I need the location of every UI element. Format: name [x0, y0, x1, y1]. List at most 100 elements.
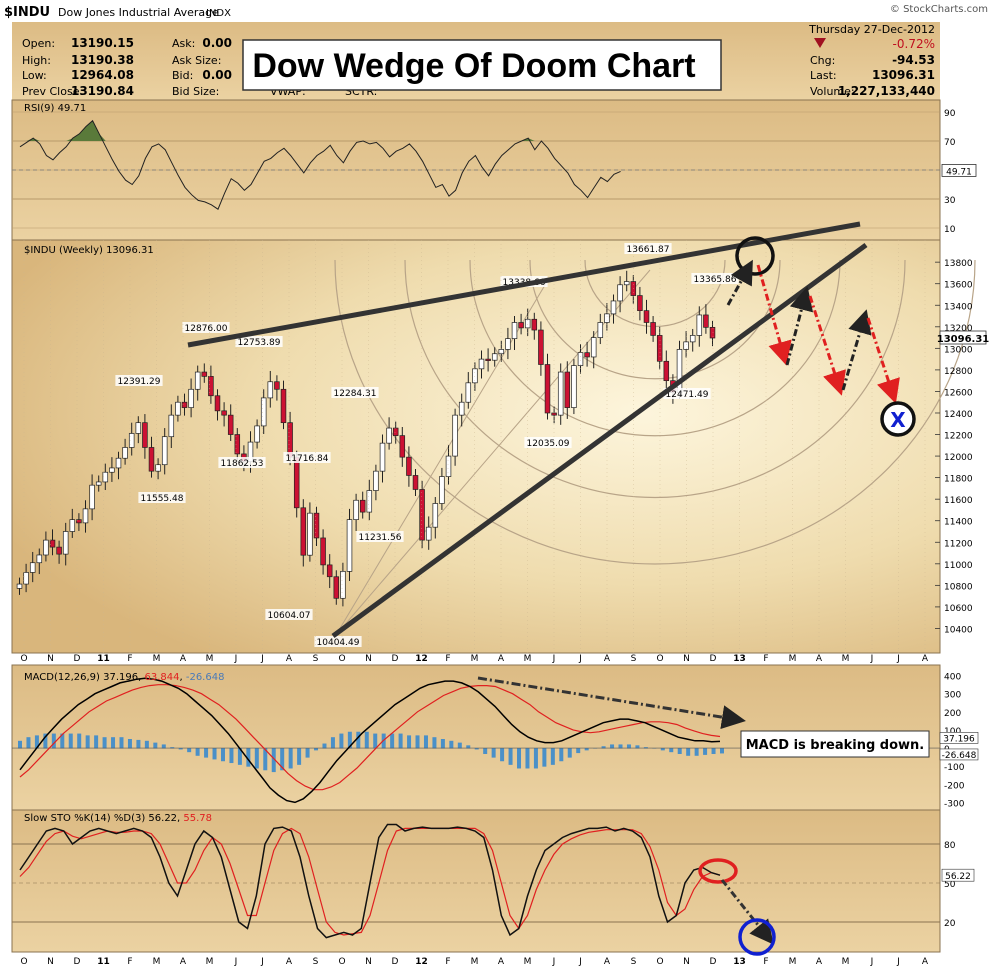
macd-histogram-bar — [423, 735, 428, 749]
month-label: M — [471, 654, 479, 664]
price-tick-label: 12400 — [944, 410, 973, 420]
candle-down — [221, 410, 227, 416]
macd-histogram-bar — [381, 733, 386, 749]
peak-label: 11716.84 — [286, 454, 329, 464]
symbol: $INDU — [4, 5, 50, 20]
macd-histogram-bar — [449, 740, 454, 749]
candle-up — [16, 583, 23, 589]
month-label: N — [365, 957, 372, 967]
macd-histogram-bar — [178, 748, 183, 750]
month-label: 11 — [97, 957, 110, 967]
peak-label-bg — [182, 322, 230, 333]
candle-up — [366, 490, 373, 513]
rsi-last-label: 49.71 — [946, 167, 972, 177]
peak-label: 11555.48 — [141, 494, 184, 504]
macd-histogram-bar — [720, 748, 724, 754]
quote-value: 0.00 — [202, 36, 232, 50]
candle-down — [551, 412, 557, 416]
rsi-tick-label: 10 — [944, 225, 956, 235]
candle-up — [135, 422, 142, 434]
month-label: M — [524, 654, 532, 664]
price-tick-label: 12600 — [944, 388, 973, 398]
candle-up — [617, 284, 623, 302]
stoch-legend: Slow STO %K(14) %D(3) 56.22, 55.78 — [24, 813, 212, 824]
month-label: M — [789, 957, 797, 967]
quote-value: 13190.84 — [71, 84, 134, 98]
candle-up — [386, 427, 392, 444]
month-label: J — [234, 654, 238, 664]
candle-down — [49, 539, 56, 548]
month-label: O — [338, 957, 345, 967]
candle-down — [544, 364, 551, 414]
macd-tick-label: 300 — [944, 691, 961, 701]
macd-histogram-bar — [314, 748, 319, 751]
macd-histogram-bar — [26, 737, 31, 749]
candle-up — [373, 470, 379, 491]
price-last-box — [939, 330, 987, 345]
candle-up — [161, 436, 168, 466]
stoch-red-circle — [698, 858, 738, 884]
candle-down — [399, 435, 406, 458]
month-label: M — [206, 654, 214, 664]
candle-up — [109, 467, 115, 473]
candle-up — [505, 338, 511, 350]
macd-histogram-bar — [474, 748, 479, 750]
month-label: S — [631, 957, 637, 967]
stoch-panel — [12, 810, 940, 952]
peak-label-bg — [691, 273, 739, 284]
month-label: J — [578, 957, 582, 967]
peak-label: 12753.89 — [238, 338, 281, 348]
macd-histogram-bar — [686, 748, 691, 756]
candle-up — [683, 341, 689, 350]
price-tick-label: 11000 — [944, 561, 973, 571]
month-label: M — [206, 957, 214, 967]
macd-histogram-bar — [305, 748, 310, 758]
candle-up — [155, 464, 161, 472]
macd-histogram-bar — [212, 748, 217, 760]
candle-down — [142, 422, 148, 448]
month-label: M — [471, 957, 479, 967]
month-label: N — [47, 654, 54, 664]
month-label: M — [153, 957, 161, 967]
peak-label: 12876.00 — [185, 324, 228, 334]
month-label: A — [180, 957, 187, 967]
title-box — [242, 39, 722, 91]
stoch-down-arrow — [720, 879, 774, 945]
rsi-overbought-fill — [20, 120, 621, 141]
month-label: A — [498, 957, 505, 967]
candle-down — [148, 447, 155, 472]
candle-down — [359, 499, 366, 513]
macd-histogram-bar — [339, 733, 344, 749]
macd-histogram-bar — [500, 748, 505, 762]
macd-histogram-bar — [204, 748, 209, 758]
month-label: A — [286, 957, 293, 967]
macd-histogram-bar — [271, 748, 276, 773]
peak-label: 12035.09 — [527, 439, 570, 449]
candle-down — [564, 371, 571, 408]
candle-down — [419, 489, 425, 541]
macd-histogram-bar — [694, 748, 699, 756]
candle-down — [406, 456, 412, 476]
candle-down — [201, 371, 208, 377]
candle-up — [340, 571, 346, 599]
month-label: J — [578, 654, 582, 664]
wedge-lower-line — [331, 242, 868, 639]
candle-up — [577, 352, 584, 366]
macd-histogram-bar — [94, 735, 99, 749]
candle-up — [432, 503, 439, 528]
candle-down — [663, 360, 670, 382]
projection-arrow-down-1 — [756, 264, 792, 366]
macd-histogram-bar — [153, 742, 158, 749]
macd-line — [19, 677, 721, 804]
peak-label-bg — [138, 492, 186, 503]
stoch-blue-circle — [738, 918, 776, 956]
candle-up — [597, 322, 604, 338]
candle-up — [604, 313, 610, 323]
projection-arrow-up-2 — [785, 286, 814, 366]
macd-histogram-bar — [246, 748, 251, 767]
month-label: A — [498, 654, 505, 664]
month-label: A — [180, 654, 187, 664]
price-tick-label: 12000 — [944, 453, 973, 463]
